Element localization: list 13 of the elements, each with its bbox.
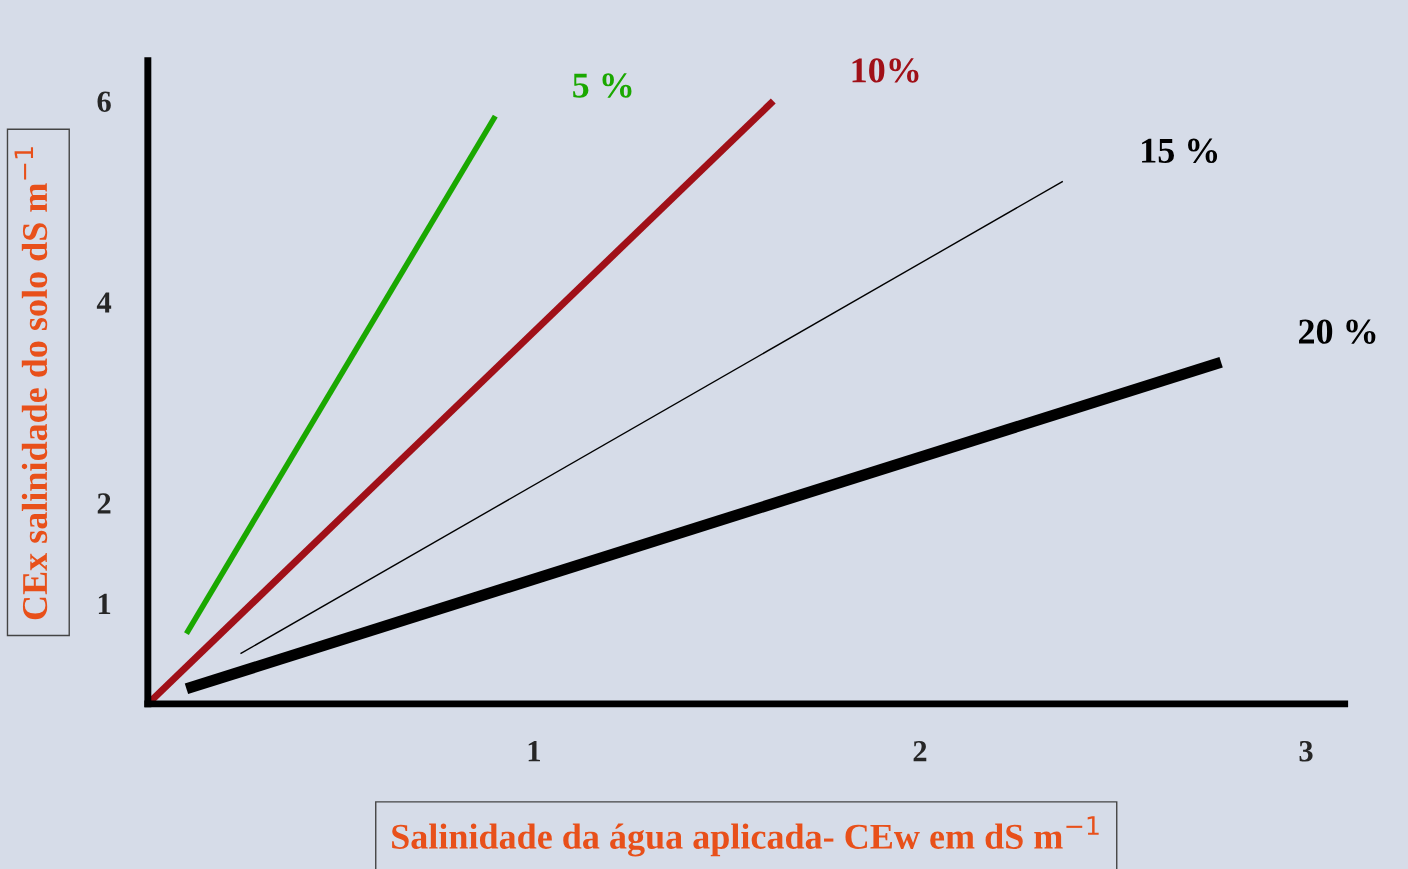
text: 5 % <box>573 73 632 98</box>
y-tick-label: 2 <box>97 493 111 514</box>
y-tick-label: 6 <box>97 91 111 112</box>
text: 20 % <box>1299 319 1376 344</box>
y-tick-label: 1 <box>98 593 111 615</box>
y-tick-label: 4 <box>96 292 112 313</box>
text: 15 % <box>1142 138 1218 164</box>
x-tick-label: 2 <box>913 740 927 762</box>
x-tick-label: 1 <box>528 741 540 762</box>
x-axis-title: Salinidade da água aplicada- CEw em dS m$^{−1}$ <box>392 816 1099 857</box>
x-tick-label: 3 <box>1299 740 1313 762</box>
y-axis-title: CEx salinidade do solo dS m$^{−1}$ <box>14 147 48 620</box>
text: 10% <box>852 58 919 83</box>
